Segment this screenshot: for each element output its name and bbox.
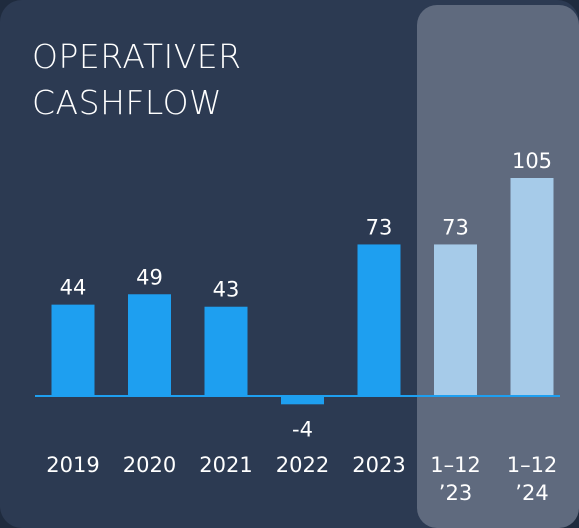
data-label: 49 (136, 265, 163, 289)
bar (51, 304, 95, 396)
data-label: -4 (292, 417, 313, 441)
x-tick-label: 1–12’23 (430, 453, 481, 505)
x-tick-label: 2021 (199, 453, 252, 477)
data-label: 44 (60, 276, 87, 300)
x-tick-label: 2022 (276, 453, 329, 477)
x-tick-label: 1–12’24 (507, 453, 558, 505)
bar (510, 178, 554, 396)
data-label: 105 (512, 149, 552, 173)
bar (357, 244, 401, 396)
bar (204, 306, 248, 396)
x-tick-label: 2023 (352, 453, 405, 477)
data-label: 73 (366, 215, 393, 239)
x-tick-label: 2019 (46, 453, 99, 477)
bar (434, 244, 477, 396)
chart-title: OPERATIVER (32, 37, 242, 76)
highlight-panel (417, 5, 579, 528)
data-label: 43 (213, 278, 240, 302)
chart-title: CASHFLOW (32, 83, 222, 122)
x-tick-label: 2020 (123, 453, 176, 477)
data-label: 73 (442, 215, 469, 239)
bar (281, 396, 324, 405)
bar (128, 294, 171, 396)
